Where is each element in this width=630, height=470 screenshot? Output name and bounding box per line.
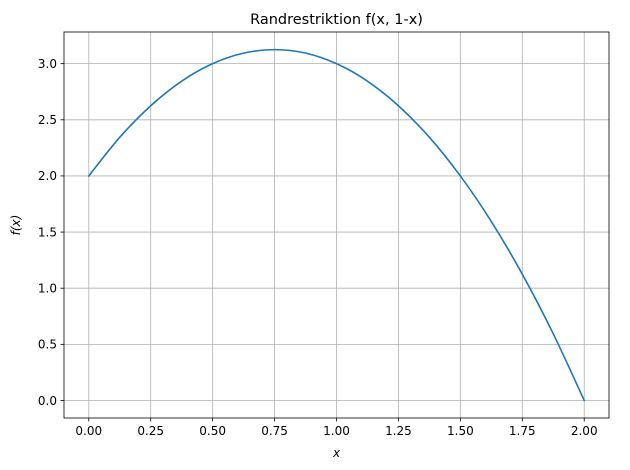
- y-tick-label: 3.0: [38, 57, 57, 71]
- x-tick-label: 0.25: [137, 424, 164, 438]
- chart-title: Randrestriktion f(x, 1-x): [250, 12, 423, 28]
- series-line: [87, 48, 586, 402]
- x-axis-label: x: [332, 446, 341, 460]
- y-tick-label: 2.0: [38, 169, 57, 183]
- x-tick-label: 1.00: [323, 424, 350, 438]
- x-tick-label: 2.00: [571, 424, 598, 438]
- y-tick-label: 1.0: [38, 282, 57, 296]
- series-layer: [87, 48, 586, 402]
- x-axis: 0.00 0.25 0.50 0.75 1.00 1.25 1.50 1.75 2.00: [75, 418, 598, 438]
- x-tick-label: 1.25: [385, 424, 412, 438]
- y-tick-label: 2.5: [38, 113, 57, 127]
- grid: [64, 32, 609, 418]
- y-axis: 0.0 0.5 1.0 1.5 2.0 2.5 3.0: [38, 57, 64, 408]
- x-tick-label: 0.50: [199, 424, 226, 438]
- y-tick-label: 0.0: [38, 394, 57, 408]
- x-tick-label: 0.75: [261, 424, 288, 438]
- y-axis-label: f(x): [9, 215, 23, 236]
- x-tick-label: 0.00: [75, 424, 102, 438]
- x-tick-label: 1.50: [447, 424, 474, 438]
- x-tick-label: 1.75: [509, 424, 536, 438]
- y-tick-label: 1.5: [38, 225, 57, 239]
- y-tick-label: 0.5: [38, 338, 57, 352]
